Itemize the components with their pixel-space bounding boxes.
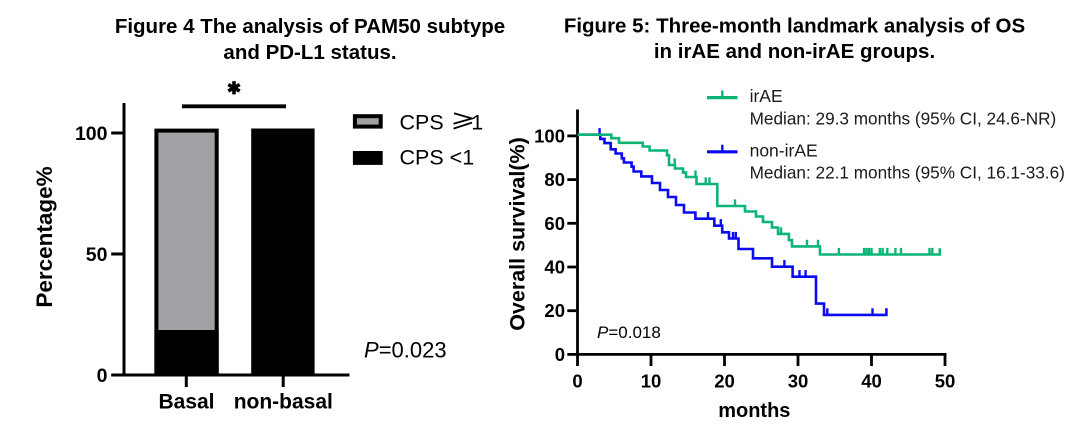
svg-text:0: 0	[555, 344, 565, 365]
svg-text:non-irAE: non-irAE	[750, 141, 818, 161]
svg-text:40: 40	[544, 257, 565, 278]
svg-text:100: 100	[75, 123, 108, 145]
svg-text:Percentage%: Percentage%	[32, 166, 57, 307]
svg-text:1: 1	[471, 111, 483, 135]
svg-text:non-basal: non-basal	[234, 391, 333, 414]
svg-text:in irAE and non-irAE groups.: in irAE and non-irAE groups.	[654, 40, 935, 63]
svg-text:CPS <1: CPS <1	[400, 146, 475, 170]
svg-text:10: 10	[641, 370, 662, 391]
svg-text:Overall survival(%): Overall survival(%)	[506, 137, 530, 331]
svg-text:months: months	[718, 400, 790, 422]
svg-text:Figure 4 The analysis of PAM50: Figure 4 The analysis of PAM50 subtype	[115, 15, 505, 38]
svg-text:0: 0	[97, 365, 108, 387]
svg-text:P=0.018: P=0.018	[597, 323, 661, 342]
svg-text:Basal: Basal	[158, 391, 214, 414]
svg-text:60: 60	[544, 213, 565, 234]
svg-text:80: 80	[544, 169, 565, 190]
svg-text:Median: 22.1 months (95% CI, 1: Median: 22.1 months (95% CI, 16.1-33.6)	[750, 163, 1065, 183]
svg-text:40: 40	[861, 370, 882, 391]
svg-text:and PD-L1 status.: and PD-L1 status.	[223, 41, 396, 64]
svg-text:20: 20	[714, 370, 735, 391]
svg-text:50: 50	[86, 244, 108, 266]
svg-text:50: 50	[935, 370, 956, 391]
svg-text:Figure 5: Three-month landmark: Figure 5: Three-month landmark analysis …	[564, 15, 1025, 38]
svg-text:20: 20	[544, 300, 565, 321]
svg-text:0: 0	[572, 370, 582, 391]
svg-text:100: 100	[534, 125, 565, 146]
svg-text:30: 30	[788, 370, 809, 391]
svg-text:Median: 29.3 months (95% CI, 2: Median: 29.3 months (95% CI, 24.6-NR)	[750, 109, 1057, 129]
svg-text:P=0.023: P=0.023	[364, 338, 447, 363]
svg-text:CPS: CPS	[400, 111, 444, 135]
svg-text:irAE: irAE	[750, 86, 783, 106]
